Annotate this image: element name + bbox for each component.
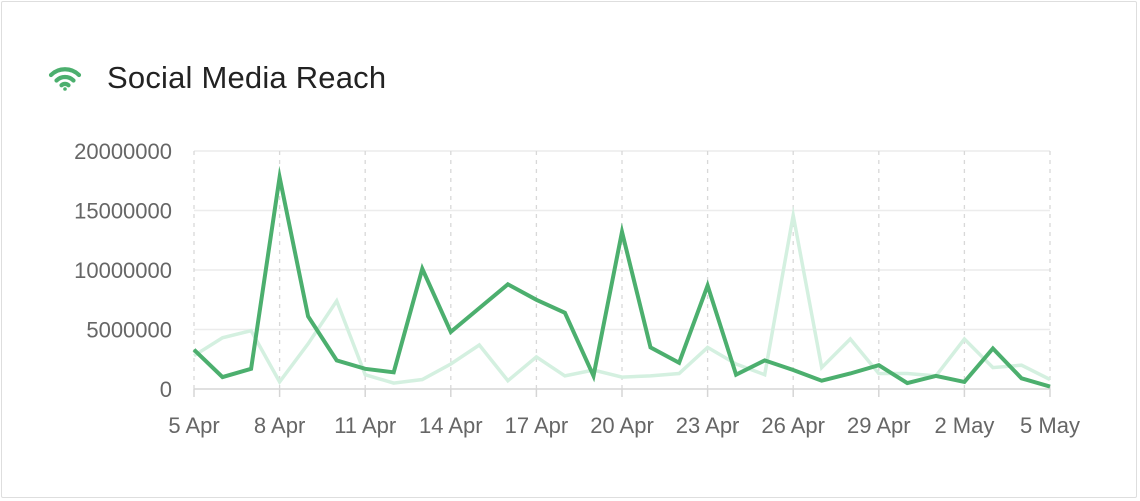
y-tick-label: 20000000 <box>74 139 172 164</box>
x-tick-label: 5 May <box>1020 413 1080 438</box>
series-line-1 <box>192 165 1051 389</box>
x-axis: 5 Apr 8 Apr 11 Apr 14 Apr 17 Apr 20 Apr 23 Apr… <box>168 413 1080 438</box>
x-tick-label: 2 May <box>934 413 994 438</box>
y-tick-label: 0 <box>160 377 172 402</box>
y-tick-label: 10000000 <box>74 258 172 283</box>
series-group <box>192 165 1051 389</box>
y-tick-label: 5000000 <box>86 318 172 343</box>
x-tick-label: 8 Apr <box>254 413 305 438</box>
x-tick-label: 11 Apr <box>334 413 396 438</box>
x-tick-label: 17 Apr <box>505 413 569 438</box>
x-tick-label: 14 Apr <box>419 413 483 438</box>
x-tick-label: 26 Apr <box>761 413 825 438</box>
card-title: Social Media Reach <box>107 60 387 95</box>
card-header: Social Media Reach <box>48 58 386 98</box>
y-axis: 20000000 15000000 10000000 5000000 0 <box>74 139 172 402</box>
wifi-icon <box>48 67 82 91</box>
x-tick-label: 20 Apr <box>590 413 654 438</box>
y-tick-label: 15000000 <box>74 199 172 224</box>
x-tick-label: 29 Apr <box>847 413 911 438</box>
series-line-2 <box>193 205 1051 386</box>
x-tick-label: 23 Apr <box>676 413 740 438</box>
grid <box>193 150 1051 397</box>
x-tick-label: 5 Apr <box>168 413 219 438</box>
